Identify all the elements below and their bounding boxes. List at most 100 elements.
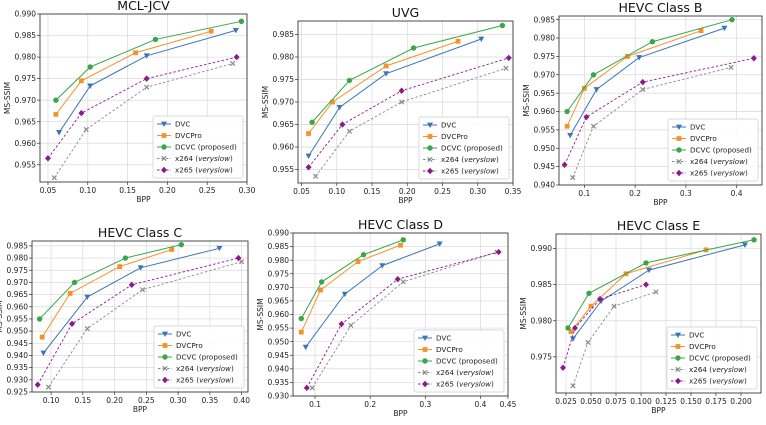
data-point-x265 [597, 295, 603, 303]
legend-label-dvc: DVC [175, 120, 190, 129]
x-tick-label: 0.1 [578, 189, 590, 198]
y-tick-label: 0.980 [534, 34, 556, 43]
y-axis-label: MS-SSIM [3, 82, 12, 114]
series-line-dcvc [300, 239, 404, 319]
series-x264 [51, 60, 236, 181]
legend: DVC DVCPro DCVC (proposed) x264 (veryslow) x… [666, 326, 758, 390]
legend-label-x264: x264 (veryslow) [689, 365, 747, 374]
y-tick-label: 0.960 [7, 302, 29, 311]
data-point-dvc [302, 344, 309, 351]
y-tick-label: 0.955 [7, 315, 29, 324]
data-point-dvcpro [330, 99, 335, 105]
data-point-dvcpro [318, 287, 323, 293]
x-tick-label: 0.050 [580, 397, 602, 406]
data-point-dvcpro [588, 303, 594, 309]
legend: DVC DVCPro DCVC (proposed) x264 (veryslow) x… [413, 329, 505, 393]
series-line-dcvc [566, 19, 733, 112]
plot-frame [39, 13, 248, 183]
data-point-dcvc [499, 22, 506, 29]
series-dcvc [36, 241, 184, 322]
chart-title: HEVC Class B [619, 0, 703, 15]
data-point-x264 [570, 175, 576, 181]
legend-marker-dcvc [675, 355, 681, 361]
x-tick-label: 0.25 [138, 396, 155, 405]
data-point-dvcpro [398, 242, 403, 248]
legend-marker-x265 [161, 166, 167, 174]
x-tick-label: 0.05 [293, 187, 310, 196]
x-axis-label: BPP [133, 405, 148, 414]
y-tick-label: 0.955 [273, 165, 295, 174]
series-line-dvc [43, 247, 220, 354]
y-tick-label: 0.980 [531, 316, 553, 325]
legend-marker-x264 [161, 155, 167, 162]
legend-marker-dvc [676, 124, 682, 130]
legend-label-dvcpro: DVCPro [436, 345, 463, 354]
data-point-x265 [235, 254, 242, 262]
data-point-x265 [583, 113, 590, 121]
x-tick-label: 0.125 [655, 397, 677, 406]
series-x264 [570, 64, 734, 181]
legend: DVC DVCPro DCVC (proposed) x264 (veryslow) x… [152, 115, 244, 179]
data-point-dcvc [87, 64, 93, 70]
data-point-x264 [640, 86, 646, 93]
series-dvc [567, 25, 728, 139]
y-tick-label: 0.960 [273, 143, 295, 152]
data-point-x265 [394, 275, 401, 283]
y-tick-label: 0.975 [534, 52, 556, 61]
y-tick-label: 0.940 [7, 351, 29, 360]
legend-marker-x265 [676, 169, 682, 177]
y-tick-label: 0.990 [268, 229, 290, 238]
y-tick-label: 0.970 [7, 278, 29, 287]
data-point-dcvc [590, 72, 597, 78]
data-point-dcvc [298, 315, 304, 322]
y-tick-label: 0.975 [7, 266, 29, 275]
series-line-dvcpro [308, 40, 459, 134]
series-line-x265 [308, 57, 509, 168]
legend: DVC DVCPro DCVC (proposed) x264 (veryslow) x… [418, 116, 510, 180]
data-point-dvcpro [39, 334, 45, 340]
legend-marker-dvcpro [161, 133, 167, 138]
x-tick-label: 0.175 [705, 397, 727, 406]
legend-label-dvc: DVC [690, 123, 705, 132]
y-tick-label: 0.975 [531, 352, 553, 361]
data-point-x264 [503, 65, 509, 71]
data-point-x265 [495, 248, 502, 256]
x-axis-label: BPP [398, 196, 413, 205]
legend-marker-dcvc [676, 147, 682, 153]
y-tick-label: 0.965 [273, 120, 295, 129]
data-point-x265 [303, 384, 310, 392]
data-point-dvcpro [581, 85, 587, 91]
data-point-dcvc [318, 279, 325, 285]
y-tick-label: 0.945 [268, 351, 290, 360]
data-point-x264 [144, 84, 150, 90]
legend-box [152, 115, 244, 179]
series-line-x265 [562, 284, 647, 368]
y-axis-label: MS-SSIM [256, 298, 265, 330]
x-tick-label: 0.40 [233, 396, 250, 405]
data-point-x264 [312, 173, 319, 179]
x-tick-label: 0.15 [364, 187, 381, 196]
series-line-x264 [53, 63, 233, 178]
data-point-x265 [305, 164, 312, 171]
data-point-dvcpro [53, 111, 59, 117]
y-axis-label: MS-SSIM [261, 86, 270, 118]
y-axis-label: MS-SSIM [519, 297, 528, 329]
legend-marker-x265 [675, 377, 681, 385]
data-point-dvcpro [625, 54, 630, 59]
x-tick-label: 0.4 [474, 400, 486, 409]
data-point-dcvc [346, 77, 353, 84]
y-tick-label: 0.965 [7, 290, 29, 299]
y-tick-label: 0.970 [268, 283, 290, 292]
series-dvc [302, 241, 443, 351]
data-point-dvc [567, 133, 574, 139]
x-tick-label: 0.30 [469, 187, 486, 196]
y-tick-label: 0.960 [15, 139, 37, 148]
x-tick-label: 0.35 [505, 187, 522, 196]
series-line-dvc [572, 244, 746, 340]
data-point-dvcpro [169, 247, 175, 252]
chart-panel-4: 0.10 0.15 0.20 0.25 0.30 0.35 0.40 0.925 0.930 0.… [0, 225, 250, 414]
data-point-dvc [379, 263, 386, 269]
legend-label-dvcpro: DVCPro [689, 342, 716, 351]
legend-marker-x265 [427, 167, 433, 175]
chart-title: HEVC Class D [358, 217, 443, 232]
